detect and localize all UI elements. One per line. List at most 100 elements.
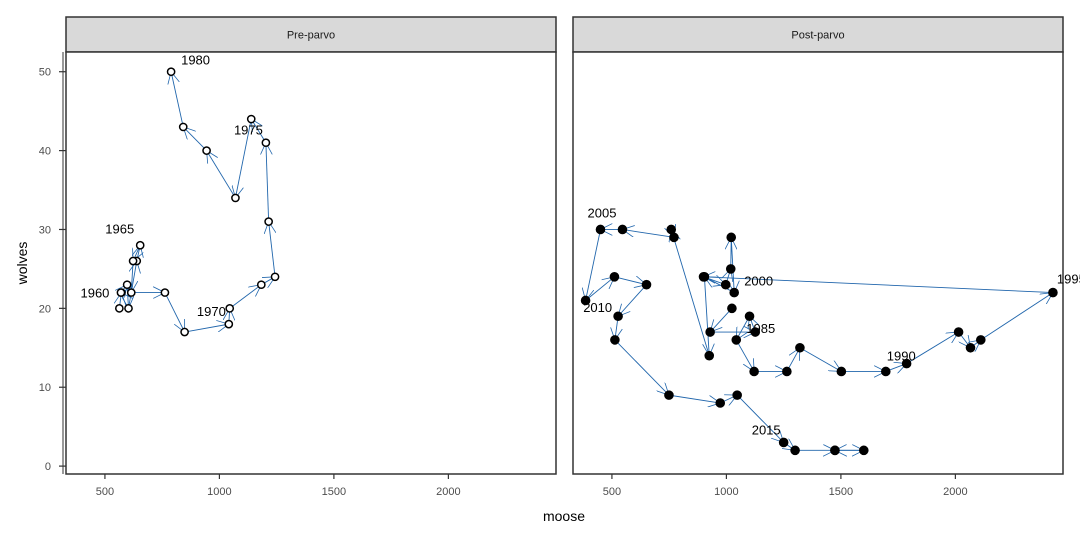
path-segment [171, 72, 184, 128]
path-segment [980, 293, 1053, 341]
data-point [795, 342, 805, 353]
data-point [732, 390, 742, 400]
x-tick-label: 500 [96, 486, 114, 498]
year-label-1980: 1980 [181, 53, 210, 68]
data-point [699, 272, 710, 282]
year-label-1970: 1970 [197, 304, 226, 319]
data-point [953, 327, 964, 337]
path-segment [614, 339, 669, 395]
data-point [270, 272, 280, 282]
label-layer-post-parvo: 1985 1990 1995 2000 2005 2010 2015 [583, 205, 1080, 437]
path-segment [269, 222, 275, 277]
strip-label-post-parvo: Post-parvo [791, 30, 844, 42]
y-tick-label: 40 [39, 146, 51, 158]
data-point [202, 146, 211, 155]
year-label-1960: 1960 [80, 286, 109, 301]
plot-area-post-parvo [572, 51, 1064, 475]
data-point [613, 311, 623, 322]
data-point [782, 366, 792, 377]
strip-post-parvo [572, 16, 1064, 53]
data-point [726, 232, 737, 243]
y-tick-label: 10 [39, 382, 51, 394]
data-point [790, 445, 800, 456]
data-point [224, 319, 234, 329]
path-segment [704, 277, 735, 293]
path-segment [131, 261, 133, 293]
data-point [1048, 287, 1058, 298]
data-point [122, 280, 132, 290]
year-label-2000: 2000 [744, 274, 773, 289]
year-label-2005: 2005 [588, 205, 617, 220]
point-layer-post-parvo [580, 224, 1058, 456]
data-point [126, 288, 136, 297]
data-point [669, 232, 679, 243]
path-segment [586, 229, 601, 300]
data-point [115, 304, 124, 313]
data-point [778, 437, 789, 448]
path-segment [618, 284, 647, 317]
data-point [264, 217, 273, 226]
y-tick-label: 20 [39, 303, 51, 315]
data-point [128, 256, 138, 266]
year-label-1965: 1965 [105, 221, 134, 236]
data-point [124, 304, 133, 313]
path-segment [704, 277, 1053, 294]
path-segment [585, 277, 615, 301]
panel-post-parvo: Post-parvo 1985199019952000200520102015 … [572, 16, 1080, 498]
year-label-1985: 1985 [746, 321, 775, 336]
y-tick-label: 50 [39, 67, 51, 79]
x-tick-label: 2000 [436, 486, 460, 498]
path-segment [235, 118, 252, 198]
path-segment [799, 347, 841, 372]
data-point [750, 327, 761, 337]
x-axis-post-parvo: 500 1000 1500 2000 [603, 474, 968, 498]
x-tick-label: 1500 [322, 486, 346, 498]
data-point [705, 327, 715, 337]
path-segment [704, 276, 709, 356]
y-tick-label: 30 [39, 224, 51, 236]
data-point [166, 67, 176, 77]
data-point [720, 279, 731, 290]
path-segment [671, 229, 710, 356]
data-point [116, 288, 126, 297]
data-point [901, 358, 912, 369]
data-point [225, 304, 235, 313]
path-segment [622, 229, 675, 238]
data-point [830, 445, 840, 456]
x-axis-pre-parvo: 500 1000 1500 2000 [96, 474, 461, 498]
path-segment [906, 332, 959, 364]
data-point [715, 398, 726, 408]
point-layer-pre-parvo [115, 67, 280, 337]
path-segment [183, 127, 207, 151]
y-axis: 0 10 20 30 40 50 [39, 52, 66, 474]
path-segment [668, 394, 720, 403]
data-point [641, 279, 652, 290]
path-segment [736, 394, 783, 442]
label-layer-pre-parvo: 1960 1965 1970 1975 1980 [80, 53, 262, 319]
path-segment [251, 119, 267, 143]
x-tick-label: 1000 [207, 486, 231, 498]
data-point [246, 114, 256, 124]
path-segment [229, 285, 262, 309]
x-tick-label: 1000 [714, 486, 738, 498]
data-point [135, 240, 145, 250]
data-point [727, 303, 737, 314]
year-label-2015: 2015 [752, 422, 781, 437]
data-point [595, 224, 606, 235]
year-label-1995: 1995 [1057, 272, 1080, 287]
data-point [744, 311, 755, 322]
data-point [965, 342, 976, 353]
data-point [725, 264, 736, 274]
data-point [704, 350, 715, 361]
path-segment [614, 277, 646, 285]
data-point [261, 138, 271, 148]
path-segment [735, 339, 754, 372]
data-point [836, 366, 847, 377]
data-point [858, 445, 869, 456]
data-point [729, 287, 740, 298]
x-tick-label: 500 [603, 486, 621, 498]
data-point [749, 366, 759, 377]
strip-label-pre-parvo: Pre-parvo [287, 30, 335, 42]
x-tick-label: 2000 [943, 486, 967, 498]
